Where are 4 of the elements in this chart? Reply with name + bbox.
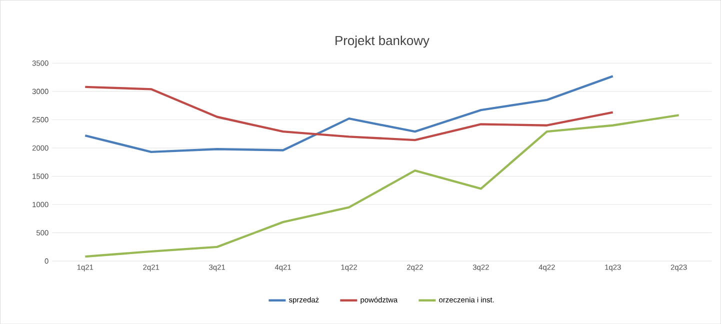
line-series (84, 114, 680, 258)
chart-title: Projekt bankowy (336, 35, 430, 48)
line-series (84, 74, 614, 153)
line-series (84, 86, 614, 142)
